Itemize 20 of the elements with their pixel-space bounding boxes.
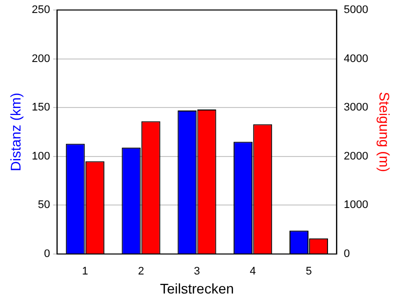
x-axis-title: Teilstrecken (160, 280, 234, 296)
y-tick-label: 100 (32, 150, 50, 162)
y-tick-label: 50 (38, 199, 50, 212)
y-tick-label: 200 (32, 52, 50, 65)
y2-tick-label: 2000 (344, 150, 368, 162)
y2-tick-label: 1000 (344, 199, 368, 212)
y-tick-label: 0 (44, 248, 50, 260)
x-tick-label: 4 (250, 266, 256, 278)
y-axis-title: Distanz (km) (7, 92, 24, 172)
x-tick-label: 2 (138, 266, 144, 278)
y2-tick-label: 5000 (344, 4, 368, 16)
y2-tick-label: 3000 (344, 102, 368, 114)
y-tick-label: 250 (32, 4, 50, 16)
x-tick-label: 3 (194, 266, 200, 278)
y-tick-label: 150 (32, 102, 50, 114)
y2-axis-title: Steigung (m) (376, 92, 393, 172)
x-tick-label: 1 (82, 266, 88, 278)
y2-tick-label: 0 (344, 248, 350, 260)
y2-tick-label: 4000 (344, 52, 368, 65)
x-tick-label: 5 (306, 266, 312, 278)
